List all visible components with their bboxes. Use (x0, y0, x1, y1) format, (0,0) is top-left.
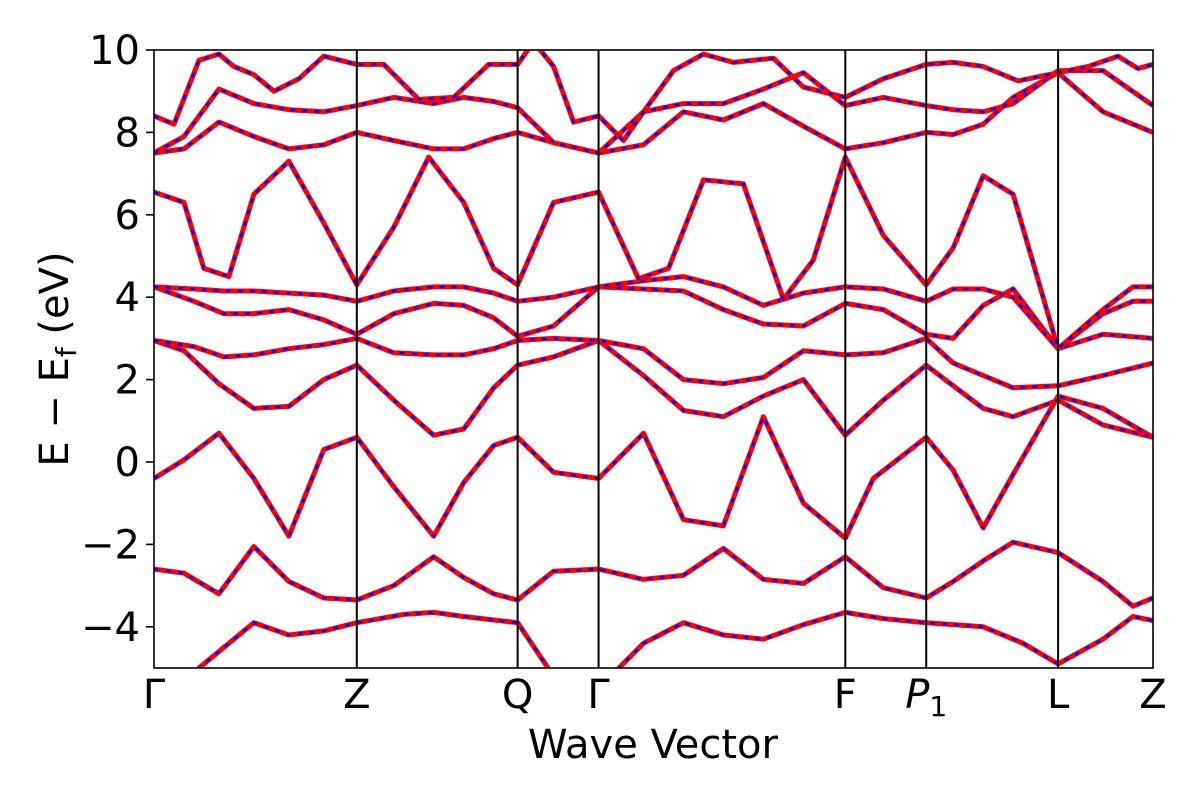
x-tick-label-6: P1 (905, 672, 947, 723)
band-2-dft-line (154, 539, 1153, 609)
x-tick-label-1: Γ (143, 672, 166, 718)
band-7-model-line (154, 275, 1153, 350)
y-axis-ticks: −4 −2 0 2 4 6 8 10 (81, 28, 154, 651)
x-axis-title: Wave Vector (528, 722, 779, 768)
band-4-model-line (154, 339, 1153, 439)
band-1-dft-line (195, 609, 1153, 668)
band-6-model-line (154, 285, 1153, 350)
band-10-model-line (154, 69, 1153, 155)
x-tick-label-7: L (1047, 672, 1070, 718)
band-3-model-line (154, 394, 1153, 540)
x-tick-label-5: F (834, 672, 857, 718)
band-3-dft-line (154, 393, 1153, 541)
band-2-model-line (154, 541, 1153, 608)
y-tick-label-4: 2 (115, 358, 140, 404)
y-tick-label-8: 10 (89, 28, 140, 74)
x-axis-ticks: Γ Z Q Γ F P1 L Z (143, 672, 1167, 723)
bands-layer (154, 50, 1153, 668)
band-9-model-line (154, 71, 1153, 155)
y-tick-label-5: 4 (115, 275, 140, 321)
band-11-model-line (154, 50, 1153, 142)
y-tick-label-6: 6 (115, 193, 140, 239)
band-5-model-line (154, 337, 1153, 390)
y-tick-label-1: −4 (81, 605, 140, 651)
band-1-model-line (196, 611, 1153, 668)
y-axis-title-unit: (eV) (32, 251, 78, 347)
x-tick-label-4: Γ (587, 672, 610, 718)
plot-frame (153, 49, 1154, 669)
band-5-dft-line (154, 335, 1153, 391)
y-tick-label-3: 0 (115, 440, 140, 486)
y-tick-label-2: −2 (81, 522, 140, 568)
x-tick-label-3: Q (502, 672, 533, 718)
high-symmetry-lines (355, 50, 1060, 668)
x-tick-label-main: P (905, 672, 930, 718)
x-tick-label-2: Z (343, 672, 370, 718)
x-tick-label-8: Z (1139, 672, 1166, 718)
x-tick-label-subscript: 1 (929, 690, 947, 723)
band-11-dft-line (154, 50, 1153, 144)
y-axis-title-main: E − E (32, 357, 78, 467)
y-tick-label-7: 8 (115, 110, 140, 156)
y-axis-title: E − Ef (eV) (32, 251, 83, 466)
y-axis-title-subscript: f (50, 346, 83, 357)
band-8-model-line (154, 155, 1153, 350)
